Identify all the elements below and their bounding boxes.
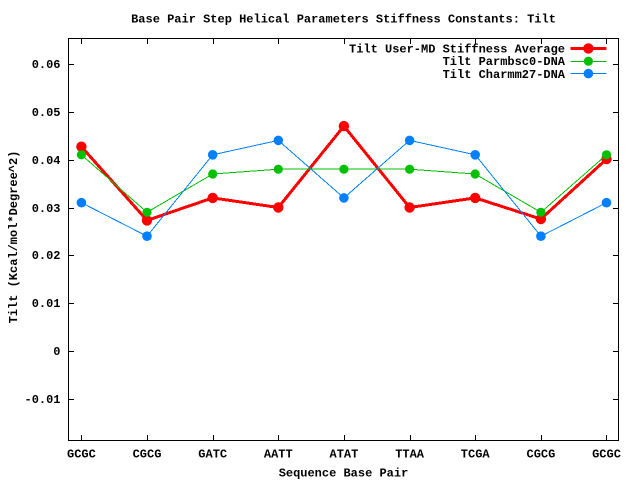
svg-text:TTAA: TTAA xyxy=(395,448,425,462)
svg-text:0.02: 0.02 xyxy=(32,249,61,263)
svg-text:Tilt (Kcal/mol*Degree^2): Tilt (Kcal/mol*Degree^2) xyxy=(7,151,21,324)
svg-text:Tilt Charmm27-DNA: Tilt Charmm27-DNA xyxy=(443,68,566,82)
svg-text:0.03: 0.03 xyxy=(32,202,61,216)
svg-text:0.04: 0.04 xyxy=(32,154,61,168)
svg-text:TCGA: TCGA xyxy=(461,448,491,462)
svg-text:0.01: 0.01 xyxy=(32,297,61,311)
svg-text:CGCG: CGCG xyxy=(527,448,556,462)
svg-text:GCGC: GCGC xyxy=(592,448,621,462)
svg-text:-0.01: -0.01 xyxy=(25,393,61,407)
svg-text:Tilt Parmbsc0-DNA: Tilt Parmbsc0-DNA xyxy=(443,55,566,69)
svg-text:0: 0 xyxy=(53,345,60,359)
svg-text:Base Pair Step Helical Paramet: Base Pair Step Helical Parameters Stiffn… xyxy=(131,12,556,26)
svg-text:GATC: GATC xyxy=(198,448,227,462)
svg-text:GCGC: GCGC xyxy=(67,448,96,462)
svg-text:0.06: 0.06 xyxy=(32,58,61,72)
svg-text:Sequence Base Pair: Sequence Base Pair xyxy=(279,466,409,480)
svg-text:ATAT: ATAT xyxy=(330,448,359,462)
svg-text:AATT: AATT xyxy=(264,448,293,462)
svg-text:Tilt User-MD Stiffness Average: Tilt User-MD Stiffness Average xyxy=(349,43,565,57)
svg-text:0.05: 0.05 xyxy=(32,106,61,120)
svg-text:CGCG: CGCG xyxy=(133,448,162,462)
